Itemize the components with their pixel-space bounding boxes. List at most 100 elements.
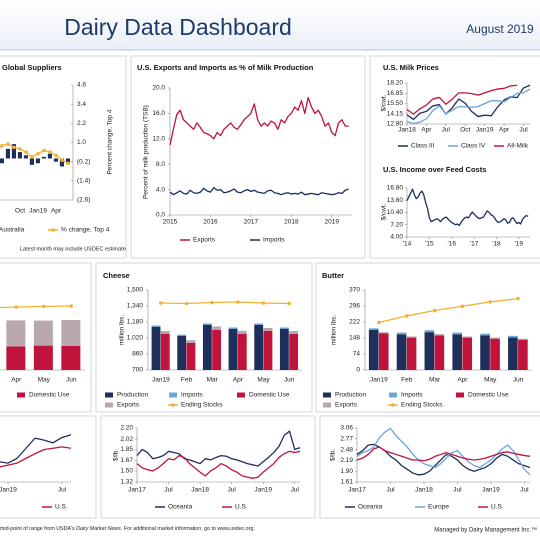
x-tick-label: Apr <box>457 377 468 384</box>
line-point <box>48 150 52 154</box>
y-tick-label: 1,500 <box>127 287 144 294</box>
x-tick-label: '18 <box>492 241 501 248</box>
bar <box>462 336 473 338</box>
chart: $/lb. 1.61 1.90 2.19 2.48 2.77 3.06 Jan17 Jul Jan… <box>330 425 531 511</box>
line-series <box>356 446 531 462</box>
dashboard-date: August 2019 <box>466 22 534 36</box>
y-tick-label: 2.77 <box>340 436 353 443</box>
panel <box>0 415 97 519</box>
legend-label: Class III <box>411 143 435 150</box>
y-tick-label: 2.48 <box>340 446 353 453</box>
chart-title: Cheese <box>103 271 130 280</box>
bar <box>23 155 28 159</box>
x-tick-label: Apr <box>233 377 244 384</box>
footer-note-part: Dairy Market News <box>76 526 121 532</box>
bar <box>0 158 4 164</box>
y-tick-label: (2.6) <box>77 197 90 204</box>
header-band <box>0 0 540 50</box>
bar <box>378 333 389 370</box>
y-tick-label: 16.80 <box>387 185 404 192</box>
bar <box>452 334 463 370</box>
bar <box>490 338 500 370</box>
x-tick-label: Mar <box>207 377 219 384</box>
line-series <box>169 96 349 146</box>
bar <box>424 330 435 333</box>
line-series <box>406 188 529 227</box>
y-axis-label: million lbs. <box>331 315 338 346</box>
bar <box>177 336 187 370</box>
chart: Jan19 Jul U.S. <box>0 434 72 511</box>
x-tick-label: Mar <box>429 377 441 384</box>
y-tick-label: 1.32 <box>120 479 133 486</box>
legend-label: All-Milk <box>507 143 529 150</box>
x-tick-label: Jan19 <box>0 487 17 494</box>
x-tick-label: Apr <box>11 377 22 384</box>
y-tick-label: 13.60 <box>387 197 404 204</box>
line-point <box>12 145 16 150</box>
line-point <box>184 301 189 306</box>
bar <box>202 323 212 325</box>
line-point <box>377 320 381 325</box>
bar <box>424 332 435 370</box>
line-series <box>136 450 301 479</box>
bar <box>17 152 22 159</box>
legend-marker <box>17 392 25 398</box>
chart-title: U.S. Milk Prices <box>383 63 439 72</box>
y-tick-label: 1.61 <box>340 479 353 486</box>
bar <box>480 333 490 336</box>
line-point <box>41 304 46 309</box>
bar <box>396 332 407 335</box>
legend-label: Imports <box>181 392 203 399</box>
x-tick-label: Jan19 <box>370 377 388 384</box>
x-tick-label: Jul <box>519 127 528 134</box>
legend-label: Ending Stocks <box>181 402 223 409</box>
legend-marker <box>105 392 113 398</box>
line-series <box>356 427 531 476</box>
chart: Cheese million lbs. 700 860 1,020 1,180 1,340 1… <box>103 271 302 409</box>
x-tick-label: '17 <box>470 241 479 248</box>
x-tick-label: Feb <box>181 377 193 384</box>
line-point <box>69 304 74 308</box>
bar <box>61 320 81 346</box>
legend-label: Ending Stocks <box>401 402 443 409</box>
bar <box>508 337 518 370</box>
y-tick-label: (1.4) <box>77 178 90 185</box>
x-tick-label: Jul <box>442 127 451 134</box>
y-tick-label: 1.85 <box>120 446 133 453</box>
x-tick-label: 2015 <box>163 219 178 226</box>
bar <box>434 335 445 370</box>
chart: Global Suppliers Percent change, Top 4 Lat… <box>0 63 128 252</box>
legend-label: Imports <box>263 237 285 244</box>
bar <box>289 331 299 334</box>
legend-label: Exports <box>335 402 358 409</box>
legend-marker <box>323 392 331 398</box>
bar <box>237 330 247 334</box>
x-tick-label: '14 <box>403 241 412 248</box>
bar <box>237 334 247 370</box>
x-tick-label: Jun <box>66 377 77 384</box>
y-tick-label: 2.2 <box>77 120 86 127</box>
bar <box>11 144 16 159</box>
x-tick-label: 2019 <box>325 219 340 226</box>
legend-label: Imports <box>401 392 423 399</box>
y-tick-label: 296 <box>349 303 360 310</box>
y-tick-label: 10.40 <box>387 209 404 216</box>
y-tick-label: (0.2) <box>77 158 90 165</box>
y-tick-label: 15.50 <box>387 100 404 107</box>
x-tick-label: Jan17 <box>128 487 146 494</box>
line-point <box>236 300 240 304</box>
y-axis-label: $/lb. <box>330 449 337 461</box>
y-tick-label: 370 <box>349 287 360 294</box>
bar <box>151 327 161 370</box>
y-tick-label: 148 <box>349 335 360 342</box>
x-tick-label: Jan17 <box>348 487 366 494</box>
panel <box>319 415 540 519</box>
bar <box>452 332 463 335</box>
y-tick-label: 0 <box>356 367 360 374</box>
line-series <box>378 298 519 324</box>
chart: U.S. Milk Prices $/cwt. 12.80 14.15 15.50 16.… <box>381 63 531 150</box>
footer-note: mid-point of range from USDA's Dairy Mar… <box>0 526 255 532</box>
chart-note: Latest month may include USDEC estimate. <box>20 246 128 252</box>
x-tick-label: 2018 <box>284 219 299 226</box>
x-tick-label: Feb <box>401 377 413 384</box>
